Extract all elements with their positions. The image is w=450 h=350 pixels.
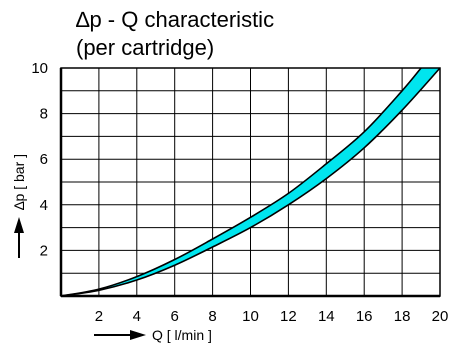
x-tick-label: 8	[208, 308, 216, 325]
y-tick-label: 4	[40, 197, 48, 214]
y-tick-label: 2	[40, 242, 48, 259]
y-tick-labels: 2 4 6 8 10	[31, 60, 48, 259]
x-tick-label: 4	[133, 308, 141, 325]
x-tick-label: 18	[394, 308, 411, 325]
plot-frame	[59, 67, 441, 298]
x-axis-label: Q [ l/min ]	[152, 327, 212, 343]
x-tick-label: 10	[242, 308, 259, 325]
chart-title-line-2: (per cartridge)	[76, 35, 214, 60]
chart-title-line-1: ∆p - Q characteristic	[76, 7, 274, 32]
x-tick-labels: 2 4 6 8 10 12 14 16 18 20	[95, 308, 449, 325]
x-tick-label: 2	[95, 308, 103, 325]
x-axis-label-group: Q [ l/min ]	[94, 327, 212, 343]
chart-title: ∆p - Q characteristic (per cartridge)	[76, 7, 274, 60]
x-tick-label: 12	[280, 308, 297, 325]
y-tick-label: 10	[31, 60, 48, 77]
x-tick-label: 20	[432, 308, 449, 325]
grid	[61, 68, 440, 296]
upper-curve	[60, 67, 422, 297]
band	[60, 67, 441, 297]
y-tick-label: 8	[40, 106, 48, 123]
y-axis-label-group: ∆p [ bar ]	[11, 154, 27, 258]
x-tick-label: 14	[318, 308, 335, 325]
y-axis-label: ∆p [ bar ]	[11, 154, 27, 210]
y-axis-arrow-head	[14, 217, 24, 233]
x-tick-label: 16	[356, 308, 373, 325]
x-axis-arrow-head	[130, 330, 146, 340]
lower-curve	[60, 67, 441, 297]
x-tick-label: 6	[171, 308, 179, 325]
y-tick-label: 6	[40, 151, 48, 168]
